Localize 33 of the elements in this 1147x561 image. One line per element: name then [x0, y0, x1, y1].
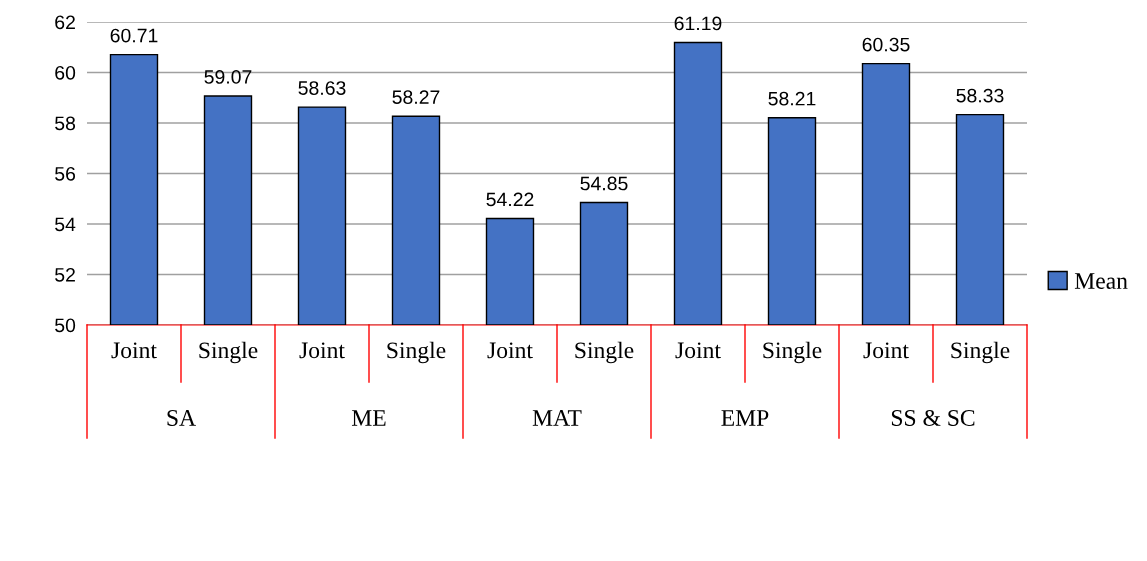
- x-tick-label: Single: [199, 341, 258, 364]
- y-tick-label: 60: [55, 65, 76, 80]
- y-tick-label: 56: [55, 166, 76, 181]
- x-tick-label: Joint: [487, 342, 533, 359]
- text: SS & SC: [891, 409, 975, 426]
- data-label: 54.22: [486, 192, 534, 207]
- x-tick-label: Single: [575, 341, 634, 364]
- y-tick-label: 50: [55, 318, 76, 333]
- x-tick-label: Single: [387, 341, 446, 364]
- x-tick-label: Single: [763, 341, 822, 364]
- data-label: 61.19: [674, 16, 722, 31]
- data-label: 58.63: [298, 81, 346, 95]
- y-tick-label: 58: [55, 116, 76, 131]
- y-tick-label: 54: [55, 217, 76, 232]
- data-label: 59.07: [204, 70, 252, 84]
- data-label: 58.27: [392, 90, 440, 105]
- x-tick-label: Joint: [675, 342, 721, 359]
- text: EMP: [721, 410, 769, 426]
- data-label: 58.21: [768, 91, 816, 106]
- y-tick-label: 52: [55, 267, 75, 282]
- data-label: 60.35: [862, 37, 910, 52]
- x-tick-label: Joint: [299, 342, 345, 359]
- y-tick-label: 62: [55, 15, 75, 30]
- text: SA: [167, 410, 196, 426]
- text: MAT: [532, 410, 582, 426]
- text: ME: [351, 410, 386, 426]
- x-tick-label: Joint: [863, 342, 909, 359]
- data-label: 54.85: [580, 176, 628, 191]
- legend-label: Mean: [1074, 273, 1128, 289]
- x-tick-label: Joint: [111, 342, 157, 359]
- data-label: 60.71: [110, 28, 158, 43]
- x-tick-label: Single: [951, 341, 1010, 364]
- data-label: 58.33: [956, 88, 1004, 103]
